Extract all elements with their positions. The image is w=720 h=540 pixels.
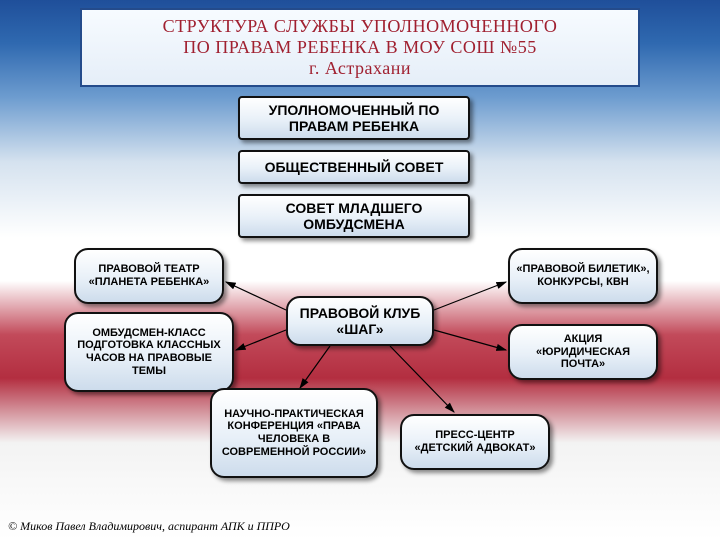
box-ticket: «ПРАВОВОЙ БИЛЕТИК», КОНКУРСЫ, КВН — [508, 248, 658, 304]
box-ombudsman-class-label: ОМБУДСМЕН-КЛАСС ПОДГОТОВКА КЛАССНЫХ ЧАСО… — [72, 327, 226, 378]
box-legal-post-label: АКЦИЯ «ЮРИДИЧЕСКАЯ ПОЧТА» — [516, 333, 650, 371]
box-theatre-label: ПРАВОВОЙ ТЕАТР «ПЛАНЕТА РЕБЕНКА» — [82, 263, 216, 288]
box-press-center-label: ПРЕСС-ЦЕНТР «ДЕТСКИЙ АДВОКАТ» — [408, 429, 542, 454]
box-junior-council: СОВЕТ МЛАДШЕГО ОМБУДСМЕНА — [238, 194, 470, 238]
box-hub-club-label: ПРАВОВОЙ КЛУБ «ШАГ» — [294, 305, 426, 337]
title-line-3: г. Астрахани — [92, 58, 628, 79]
box-public-council: ОБЩЕСТВЕННЫЙ СОВЕТ — [238, 150, 470, 184]
box-press-center: ПРЕСС-ЦЕНТР «ДЕТСКИЙ АДВОКАТ» — [400, 414, 550, 470]
box-ombudsman-class: ОМБУДСМЕН-КЛАСС ПОДГОТОВКА КЛАССНЫХ ЧАСО… — [64, 312, 234, 392]
footer-credit: © Миков Павел Владимирович, аспирант АПК… — [8, 519, 290, 534]
box-commissioner: УПОЛНОМОЧЕННЫЙ ПО ПРАВАМ РЕБЕНКА — [238, 96, 470, 140]
box-public-council-label: ОБЩЕСТВЕННЫЙ СОВЕТ — [265, 159, 444, 175]
box-junior-council-label: СОВЕТ МЛАДШЕГО ОМБУДСМЕНА — [246, 200, 462, 232]
title-line-1: СТРУКТУРА СЛУЖБЫ УПОЛНОМОЧЕННОГО — [92, 16, 628, 37]
title-box: СТРУКТУРА СЛУЖБЫ УПОЛНОМОЧЕННОГО ПО ПРАВ… — [80, 8, 640, 87]
box-conference-label: НАУЧНО-ПРАКТИЧЕСКАЯ КОНФЕРЕНЦИЯ «ПРАВА Ч… — [218, 408, 370, 459]
box-theatre: ПРАВОВОЙ ТЕАТР «ПЛАНЕТА РЕБЕНКА» — [74, 248, 224, 304]
box-ticket-label: «ПРАВОВОЙ БИЛЕТИК», КОНКУРСЫ, КВН — [516, 263, 650, 288]
box-conference: НАУЧНО-ПРАКТИЧЕСКАЯ КОНФЕРЕНЦИЯ «ПРАВА Ч… — [210, 388, 378, 478]
box-legal-post: АКЦИЯ «ЮРИДИЧЕСКАЯ ПОЧТА» — [508, 324, 658, 380]
title-line-2: ПО ПРАВАМ РЕБЕНКА В МОУ СОШ №55 — [92, 37, 628, 58]
box-hub-club: ПРАВОВОЙ КЛУБ «ШАГ» — [286, 296, 434, 346]
box-commissioner-label: УПОЛНОМОЧЕННЫЙ ПО ПРАВАМ РЕБЕНКА — [246, 102, 462, 134]
